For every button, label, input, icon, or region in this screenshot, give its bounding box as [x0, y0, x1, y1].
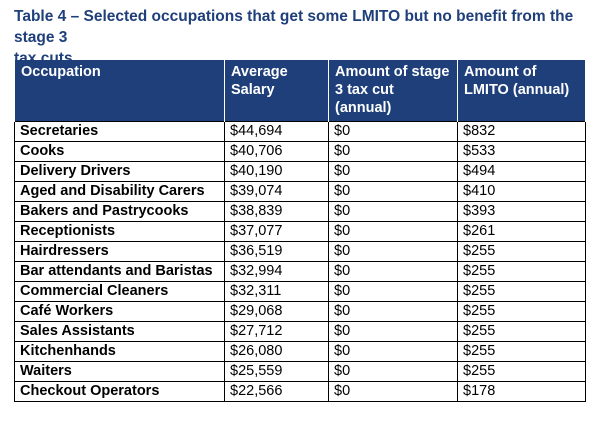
occupation-cell: Checkout Operators: [14, 380, 225, 402]
lmito-cell: $255: [457, 320, 586, 342]
header-taxcut-line-1: Amount of stage: [335, 64, 450, 80]
salary-cell: $32,994: [224, 260, 329, 282]
salary-cell: $26,080: [224, 340, 329, 362]
occupations-table: Occupation Average Salary Amount of stag…: [14, 60, 586, 402]
salary-cell: $39,074: [224, 180, 329, 202]
occupation-cell: Aged and Disability Carers: [14, 180, 225, 202]
table-header: Occupation Average Salary Amount of stag…: [14, 60, 586, 121]
salary-cell: $36,519: [224, 240, 329, 262]
caption-line-1: Table 4 – Selected occupations that get …: [14, 8, 574, 46]
occupation-cell: Hairdressers: [14, 240, 225, 262]
table-row: Bakers and Pastrycooks $38,839 $0 $393: [14, 200, 586, 222]
tax-cut-cell: $0: [328, 260, 458, 282]
table-row: Sales Assistants $27,712 $0 $255: [14, 320, 586, 342]
lmito-cell: $255: [457, 260, 586, 282]
tax-cut-cell: $0: [328, 300, 458, 322]
table-row: Receptionists $37,077 $0 $261: [14, 220, 586, 242]
salary-cell: $29,068: [224, 300, 329, 322]
lmito-cell: $255: [457, 340, 586, 362]
header-occupation-label: Occupation: [21, 64, 101, 80]
salary-cell: $38,839: [224, 200, 329, 222]
header-average-salary: Average Salary: [224, 60, 329, 121]
occupation-cell: Secretaries: [14, 120, 225, 142]
lmito-cell: $410: [457, 180, 586, 202]
salary-cell: $32,311: [224, 280, 329, 302]
lmito-cell: $178: [457, 380, 586, 402]
occupation-cell: Café Workers: [14, 300, 225, 322]
occupation-cell: Sales Assistants: [14, 320, 225, 342]
table-row: Aged and Disability Carers $39,074 $0 $4…: [14, 180, 586, 202]
table-row: Delivery Drivers $40,190 $0 $494: [14, 160, 586, 182]
occupation-cell: Delivery Drivers: [14, 160, 225, 182]
header-taxcut-line-3: (annual): [335, 100, 392, 116]
tax-cut-cell: $0: [328, 200, 458, 222]
tax-cut-cell: $0: [328, 320, 458, 342]
salary-cell: $44,694: [224, 120, 329, 142]
occupation-cell: Cooks: [14, 140, 225, 162]
header-lmito: Amount of LMITO (annual): [457, 60, 586, 121]
header-taxcut-line-2: 3 tax cut: [335, 82, 394, 98]
lmito-cell: $261: [457, 220, 586, 242]
header-lmito-line-1: Amount of: [464, 64, 537, 80]
table-row: Hairdressers $36,519 $0 $255: [14, 240, 586, 262]
header-lmito-line-2: LMITO (annual): [464, 82, 570, 98]
table-row: Café Workers $29,068 $0 $255: [14, 300, 586, 322]
lmito-cell: $533: [457, 140, 586, 162]
tax-cut-cell: $0: [328, 380, 458, 402]
tax-cut-cell: $0: [328, 360, 458, 382]
table-row: Waiters $25,559 $0 $255: [14, 360, 586, 382]
tax-cut-cell: $0: [328, 160, 458, 182]
salary-cell: $40,190: [224, 160, 329, 182]
salary-cell: $40,706: [224, 140, 329, 162]
table-row: Kitchenhands $26,080 $0 $255: [14, 340, 586, 362]
table-row: Cooks $40,706 $0 $533: [14, 140, 586, 162]
header-occupation: Occupation: [14, 60, 225, 121]
lmito-cell: $255: [457, 280, 586, 302]
lmito-cell: $494: [457, 160, 586, 182]
tax-cut-cell: $0: [328, 240, 458, 262]
table-body: Secretaries $44,694 $0 $832 Cooks $40,70…: [14, 120, 586, 402]
lmito-cell: $832: [457, 120, 586, 142]
header-salary-line-1: Average: [231, 64, 288, 80]
tax-cut-cell: $0: [328, 280, 458, 302]
tax-cut-cell: $0: [328, 180, 458, 202]
tax-cut-cell: $0: [328, 340, 458, 362]
tax-cut-cell: $0: [328, 120, 458, 142]
tax-cut-cell: $0: [328, 220, 458, 242]
header-tax-cut: Amount of stage 3 tax cut (annual): [328, 60, 458, 121]
salary-cell: $27,712: [224, 320, 329, 342]
table-row: Commercial Cleaners $32,311 $0 $255: [14, 280, 586, 302]
occupation-cell: Bakers and Pastrycooks: [14, 200, 225, 222]
lmito-cell: $255: [457, 360, 586, 382]
occupation-cell: Commercial Cleaners: [14, 280, 225, 302]
table-row: Checkout Operators $22,566 $0 $178: [14, 380, 586, 402]
occupation-cell: Waiters: [14, 360, 225, 382]
header-row: Occupation Average Salary Amount of stag…: [14, 60, 586, 121]
salary-cell: $37,077: [224, 220, 329, 242]
salary-cell: $22,566: [224, 380, 329, 402]
occupation-cell: Receptionists: [14, 220, 225, 242]
lmito-cell: $393: [457, 200, 586, 222]
table-row: Bar attendants and Baristas $32,994 $0 $…: [14, 260, 586, 282]
header-salary-line-2: Salary: [231, 82, 275, 98]
tax-cut-cell: $0: [328, 140, 458, 162]
lmito-cell: $255: [457, 300, 586, 322]
occupation-cell: Kitchenhands: [14, 340, 225, 362]
table-row: Secretaries $44,694 $0 $832: [14, 120, 586, 142]
occupation-cell: Bar attendants and Baristas: [14, 260, 225, 282]
lmito-cell: $255: [457, 240, 586, 262]
salary-cell: $25,559: [224, 360, 329, 382]
